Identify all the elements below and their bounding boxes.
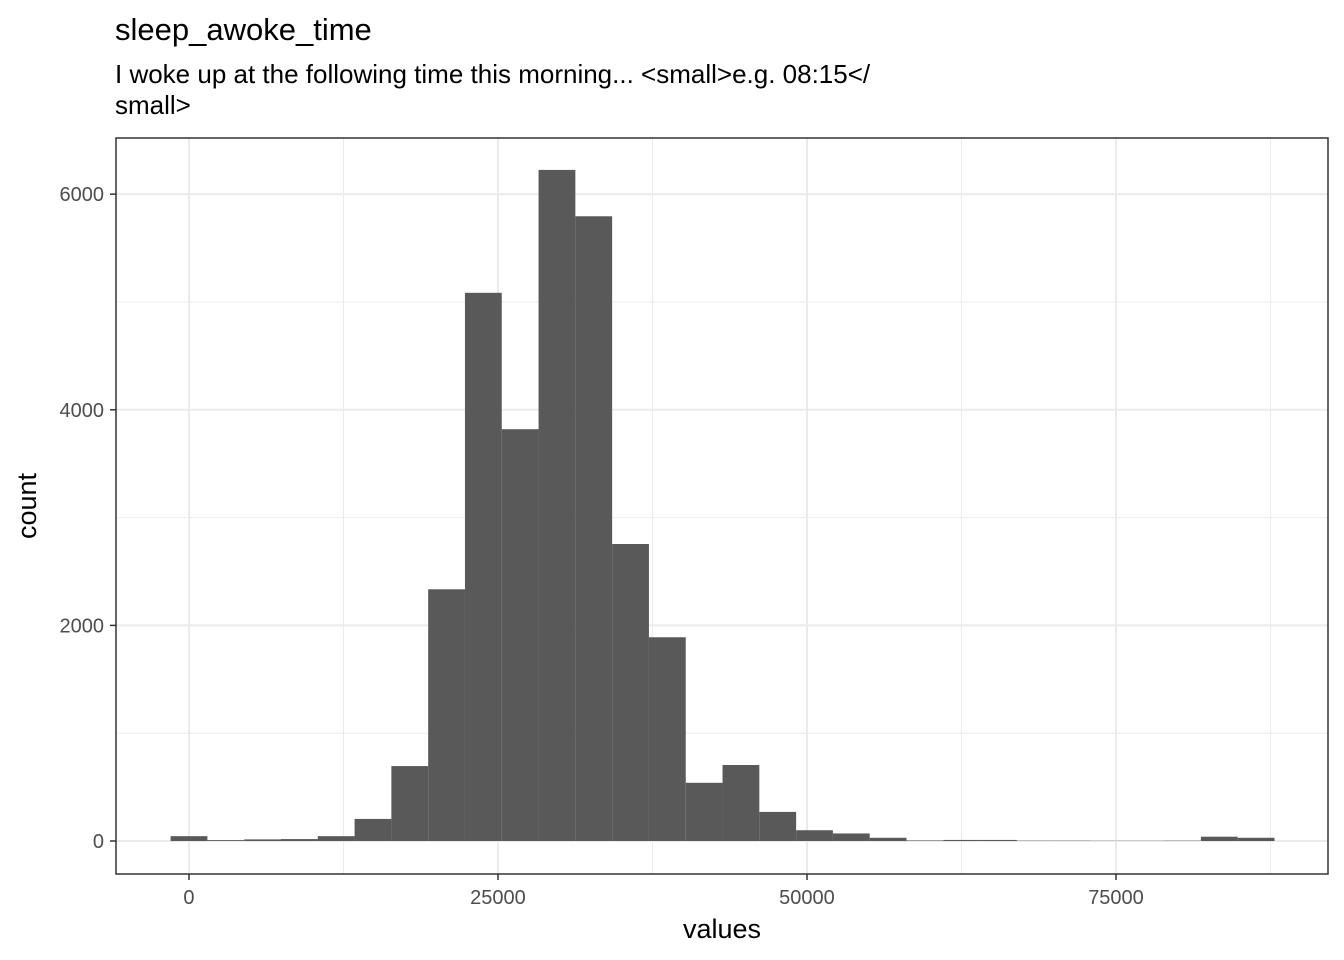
- bar: [391, 766, 429, 842]
- y-tick-label: 4000: [60, 400, 105, 422]
- x-tick-label: 75000: [1088, 887, 1144, 909]
- y-tick-label: 2000: [60, 615, 105, 637]
- bar: [575, 216, 613, 842]
- bar: [685, 782, 723, 842]
- x-tick-label: 0: [183, 887, 194, 909]
- bar: [354, 818, 392, 842]
- bar: [244, 839, 281, 842]
- bar: [722, 765, 760, 842]
- bar: [906, 840, 944, 842]
- bar: [943, 839, 981, 842]
- x-tick-label: 50000: [779, 887, 835, 909]
- x-axis-title: values: [683, 914, 761, 944]
- bar: [832, 833, 870, 842]
- y-tick-label: 6000: [60, 184, 105, 206]
- bar: [280, 839, 318, 842]
- bar: [428, 589, 465, 842]
- x-tick-label: 25000: [470, 887, 526, 909]
- y-tick-label: 0: [93, 831, 104, 853]
- bar: [1200, 836, 1238, 842]
- y-axis-title: count: [12, 472, 42, 539]
- bar: [759, 811, 797, 842]
- bar: [207, 840, 245, 842]
- bar: [464, 292, 502, 842]
- bar: [648, 637, 686, 842]
- bar: [538, 169, 576, 842]
- bar: [869, 837, 907, 842]
- chart-subtitle: small>: [115, 90, 191, 120]
- panel-border: [115, 137, 1329, 875]
- bar: [501, 429, 539, 842]
- bar: [612, 544, 649, 842]
- bar: [980, 839, 1017, 842]
- bar: [170, 836, 208, 842]
- bar: [317, 836, 355, 842]
- chart-subtitle: I woke up at the following time this mor…: [115, 59, 871, 89]
- bar: [1237, 837, 1275, 842]
- chart-title: sleep_awoke_time: [115, 12, 372, 47]
- bar: [796, 830, 833, 842]
